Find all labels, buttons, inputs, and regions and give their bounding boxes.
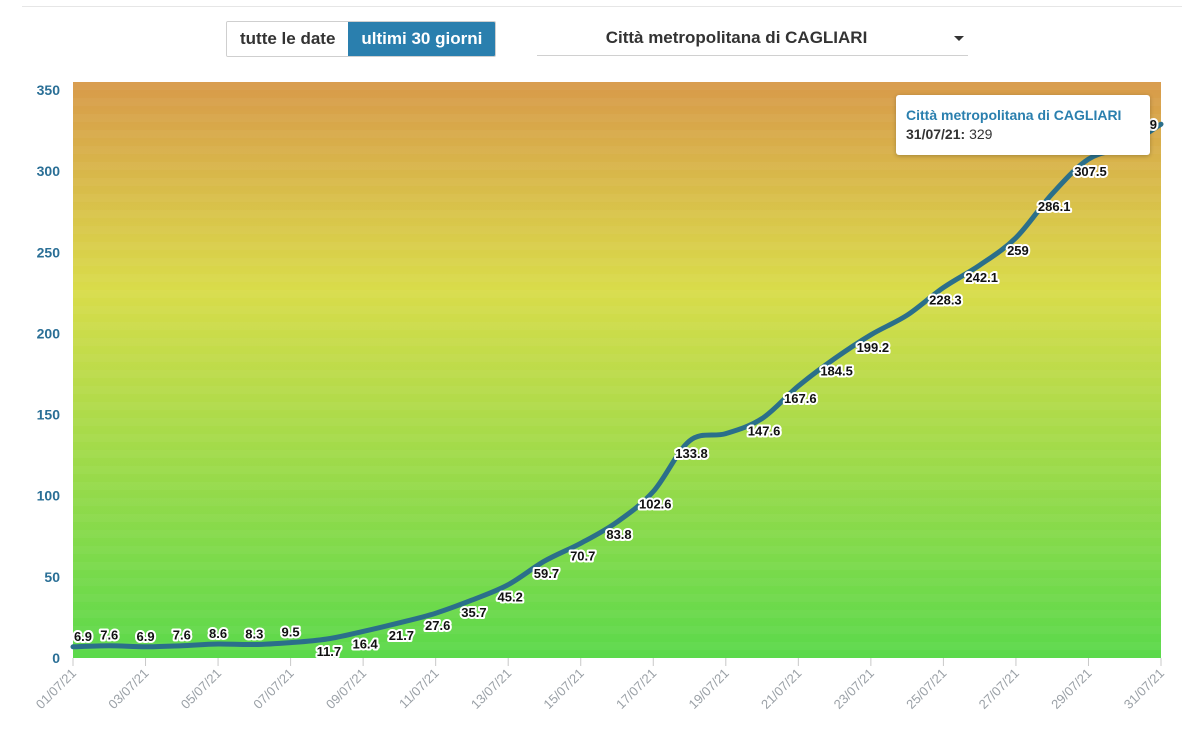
- y-tick-label: 300: [37, 163, 61, 179]
- plot-band: [73, 418, 1161, 426]
- data-label: 70.7: [570, 548, 595, 563]
- data-label: 83.8: [606, 527, 631, 542]
- y-tick-label: 200: [37, 325, 61, 341]
- data-label: 259: [1007, 243, 1029, 258]
- x-tick-label: 31/07/21: [1121, 666, 1167, 712]
- data-label: 21.7: [389, 628, 414, 643]
- plot-band: [73, 466, 1161, 474]
- y-tick-label: 0: [52, 650, 60, 666]
- data-label: 45.2: [498, 590, 523, 605]
- plot-band: [73, 578, 1161, 586]
- plot-band: [73, 290, 1161, 298]
- x-tick-label: 05/07/21: [178, 666, 224, 712]
- x-tick-label: 01/07/21: [33, 666, 79, 712]
- plot-band: [73, 450, 1161, 458]
- data-label: 286.1: [1038, 199, 1071, 214]
- data-label: 133.8: [675, 446, 708, 461]
- plot-band: [73, 610, 1161, 618]
- data-label: 6.9: [136, 629, 154, 644]
- data-label: 27.6: [425, 618, 450, 633]
- last-30-days-button[interactable]: ultimi 30 giorni: [348, 22, 496, 56]
- x-tick-label: 23/07/21: [831, 666, 877, 712]
- plot-band: [73, 162, 1161, 170]
- x-tick-label: 27/07/21: [976, 666, 1022, 712]
- data-label: 307.5: [1074, 164, 1107, 179]
- x-tick-label: 29/07/21: [1048, 666, 1094, 712]
- x-tick-label: 25/07/21: [903, 666, 949, 712]
- x-tick-label: 13/07/21: [468, 666, 514, 712]
- y-tick-label: 100: [37, 488, 61, 504]
- plot-band: [73, 178, 1161, 186]
- data-label: 7.6: [100, 628, 118, 643]
- plot-band: [73, 210, 1161, 218]
- y-axis: 0 50 100 150 200 250 300 350: [37, 82, 61, 666]
- data-label: 8.6: [209, 626, 227, 641]
- plot-band: [73, 370, 1161, 378]
- data-label: 102.6: [639, 497, 672, 512]
- area-select[interactable]: Città metropolitana di CAGLIARI: [537, 21, 968, 56]
- x-axis: 01/07/21 03/07/21 05/07/21 07/07/21 09/07/21…: [33, 658, 1167, 712]
- plot-band: [73, 546, 1161, 554]
- data-label: 9.5: [282, 625, 300, 640]
- plot-background: [73, 82, 1161, 658]
- plot-band: [73, 354, 1161, 362]
- plot-band: [73, 386, 1161, 394]
- data-label: 7.6: [173, 628, 191, 643]
- tooltip-value-line: 31/07/21: 329: [906, 124, 1140, 144]
- x-tick-label: 21/07/21: [758, 666, 804, 712]
- plot-band: [73, 258, 1161, 266]
- data-label: 228.3: [929, 293, 962, 308]
- plot-band: [73, 482, 1161, 490]
- x-tick-label: 15/07/21: [540, 666, 586, 712]
- plot-band: [73, 562, 1161, 570]
- top-divider: [22, 6, 1182, 7]
- y-tick-label: 350: [37, 82, 61, 98]
- y-tick-label: 250: [37, 244, 61, 260]
- date-range-toggle: tutte le date ultimi 30 giorni: [226, 21, 497, 57]
- plot-band: [73, 594, 1161, 602]
- x-tick-label: 19/07/21: [686, 666, 732, 712]
- caret-down-icon: [954, 36, 964, 41]
- plot-band: [73, 82, 1161, 90]
- data-label: 184.5: [820, 364, 853, 379]
- plot-band: [73, 338, 1161, 346]
- y-tick-label: 50: [44, 569, 60, 585]
- y-tick-label: 150: [37, 407, 61, 423]
- x-tick-label: 17/07/21: [613, 666, 659, 712]
- all-dates-button[interactable]: tutte le date: [227, 22, 349, 56]
- data-label: 35.7: [461, 605, 486, 620]
- data-label: 8.3: [245, 627, 263, 642]
- x-tick-label: 11/07/21: [396, 666, 442, 712]
- tooltip-title: Città metropolitana di CAGLIARI: [906, 107, 1122, 123]
- plot-band: [73, 194, 1161, 202]
- data-label: 6.9: [74, 629, 92, 644]
- x-tick-label: 03/07/21: [105, 666, 151, 712]
- series-line: [70, 121, 1164, 650]
- plot-band: [73, 242, 1161, 250]
- x-tick-label: 09/07/21: [323, 666, 369, 712]
- plot-band: [73, 626, 1161, 634]
- tooltip-value: 329: [969, 126, 993, 142]
- plot-band: [73, 402, 1161, 410]
- tooltip-date: 31/07/21:: [906, 126, 966, 142]
- data-label: 167.6: [784, 391, 817, 406]
- data-label: 11.7: [317, 644, 342, 659]
- plot-band: [73, 498, 1161, 506]
- data-label: 16.4: [352, 636, 378, 651]
- x-tick-label: 07/07/21: [250, 666, 296, 712]
- area-select-value: Città metropolitana di CAGLIARI: [605, 28, 868, 47]
- data-labels: 6.9 7.6 6.9 7.6 8.6 8.3 9.5 11.7 16.4 21.7 27.6 35.…: [72, 115, 1159, 661]
- data-label: 147.6: [748, 424, 781, 439]
- plot-band: [73, 322, 1161, 330]
- plot-band: [73, 306, 1161, 314]
- data-label: 59.7: [534, 566, 559, 581]
- plot-band: [73, 434, 1161, 442]
- data-label: 242.1: [965, 270, 998, 285]
- data-label: 199.2: [857, 340, 890, 355]
- plot-band: [73, 226, 1161, 234]
- tooltip: Città metropolitana di CAGLIARI 31/07/21…: [896, 95, 1150, 155]
